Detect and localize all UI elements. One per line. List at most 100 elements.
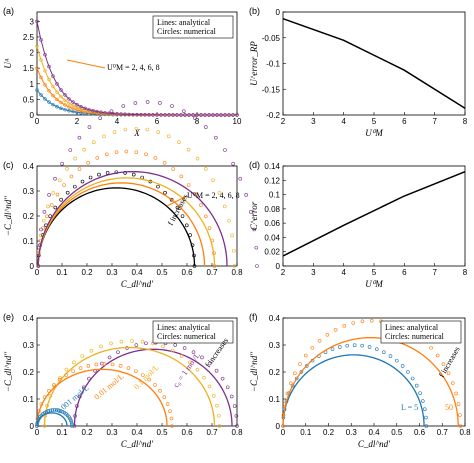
data-point: [421, 399, 425, 403]
data-point: [35, 19, 39, 24]
data-point: [153, 383, 157, 387]
legend-box: [152, 15, 234, 39]
data-point: [45, 214, 49, 219]
x-tick-label: 7: [432, 268, 437, 277]
data-point: [232, 248, 236, 253]
x-tick-label: 0.2: [81, 428, 93, 437]
data-point: [42, 395, 47, 400]
y-tick-label: 0: [276, 8, 281, 17]
x-tick-label: 0.3: [346, 428, 358, 437]
data-point: [119, 339, 124, 344]
data-point: [110, 362, 115, 367]
x-tick-label: 7: [432, 117, 437, 126]
data-point: [87, 107, 91, 112]
data-point: [77, 394, 82, 399]
data-point: [39, 38, 43, 42]
data-point: [87, 376, 91, 381]
data-point: [39, 58, 43, 62]
x-tick-label: 3: [311, 117, 316, 126]
data-point: [68, 416, 72, 421]
y-tick-label: 2.5: [23, 33, 35, 42]
data-point: [333, 328, 338, 332]
data-point: [80, 354, 85, 358]
data-point: [203, 214, 208, 219]
x-axis-label: U⁰M: [365, 279, 383, 289]
data-point: [79, 104, 83, 109]
data-point: [192, 253, 196, 258]
data-point: [170, 424, 174, 428]
x-tick-label: 0.1: [300, 428, 312, 437]
data-point: [299, 370, 304, 374]
data-point: [49, 203, 54, 207]
data-point: [217, 413, 221, 418]
data-point: [234, 414, 239, 418]
data-point: [435, 353, 440, 358]
data-point: [126, 366, 131, 370]
legend-box: [152, 320, 234, 344]
data-point: [43, 52, 47, 57]
data-point: [298, 362, 302, 366]
legend-entry: Lines: analytical: [385, 323, 439, 332]
data-point: [53, 205, 58, 210]
data-point: [47, 77, 51, 82]
data-point: [44, 409, 49, 414]
data-point: [100, 361, 104, 366]
data-point: [67, 101, 71, 105]
y-tick-label: 0.4: [269, 314, 281, 323]
data-point: [144, 341, 148, 346]
y-tick-label: -0.2: [266, 111, 280, 120]
data-point: [220, 376, 225, 381]
data-point: [73, 184, 77, 189]
y-tick-label: 0.08: [264, 205, 280, 214]
data-point: [188, 360, 192, 365]
data-point: [195, 367, 200, 372]
data-point: [39, 227, 43, 232]
series-line: [282, 336, 459, 427]
data-point: [67, 109, 71, 113]
data-point: [79, 111, 83, 115]
x-tick-label: 0.4: [131, 268, 143, 277]
data-point: [35, 424, 39, 428]
y-tick-label: 0: [30, 422, 35, 431]
x-tick-label: 0: [35, 268, 40, 277]
chart-panel-3: 0 0.1 0.2 0.3 0.4 0.5 0.6 0.7 0.8 0 0.1 0.2 0.3 0.4 (c…: [3, 100, 259, 289]
chart-panel-2: 2 3 4 5 6 7 8 0 -0.05 -0.1 -0.15 -0.2 (b) U⁰M U^error_…: [249, 6, 468, 138]
data-point: [102, 362, 107, 366]
data-point: [63, 103, 67, 107]
data-point: [48, 408, 53, 413]
data-point: [369, 318, 374, 323]
x-axis-label: U⁰M: [365, 128, 383, 138]
y-tick-label: 0.02: [264, 248, 280, 257]
data-point: [86, 364, 91, 368]
data-point: [51, 84, 55, 89]
data-point: [414, 383, 419, 388]
y-tick-label: 3: [30, 17, 35, 26]
data-point: [186, 147, 191, 152]
data-point: [203, 167, 208, 171]
data-point: [458, 424, 463, 428]
x-tick-label: 0.8: [231, 268, 243, 277]
data-point: [72, 424, 77, 428]
data-point: [375, 347, 379, 351]
data-point: [225, 385, 230, 390]
data-point: [47, 388, 51, 393]
series-label: 0.01 mol/L: [93, 372, 126, 402]
y-tick-label: 0.3: [23, 187, 35, 196]
data-point: [169, 416, 174, 421]
x-tick-label: 0.4: [131, 428, 143, 437]
y-tick-label: 0.12: [264, 176, 280, 185]
y-tick-label: 0.2: [269, 368, 281, 377]
data-point: [130, 339, 134, 343]
y-tick-label: 1: [30, 80, 35, 89]
x-tick-label: 8: [463, 268, 468, 277]
data-point: [304, 364, 309, 368]
data-point: [217, 424, 222, 428]
data-point: [212, 394, 216, 398]
data-point: [229, 394, 234, 399]
y-axis-label: U^error_RP: [249, 41, 259, 86]
data-point: [288, 381, 293, 385]
data-point: [35, 422, 39, 426]
data-point: [179, 174, 184, 179]
data-point: [75, 404, 79, 408]
